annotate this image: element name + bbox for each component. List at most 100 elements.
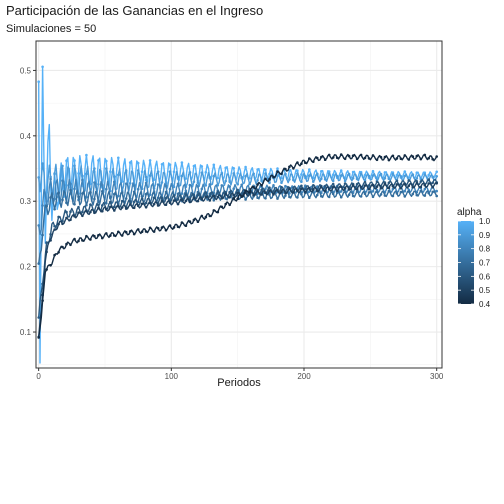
series-point <box>327 170 331 173</box>
series-point <box>284 172 287 176</box>
series-point <box>236 172 239 175</box>
series-point <box>81 178 84 182</box>
series-point <box>61 222 64 226</box>
series-point <box>331 179 335 183</box>
series-point <box>343 190 347 194</box>
series-point <box>339 185 343 188</box>
series-point <box>113 205 116 209</box>
series-point <box>240 175 243 179</box>
y-tick-label: 0.3 <box>20 197 32 206</box>
series-point <box>224 192 227 196</box>
series-point <box>395 183 399 186</box>
series-point <box>53 207 56 211</box>
series-point <box>188 200 192 204</box>
series-point <box>355 157 359 161</box>
series-point <box>343 157 347 161</box>
legend-tick-label: 0.4 <box>479 300 491 309</box>
series-point <box>236 197 239 200</box>
series-point <box>347 193 351 196</box>
series-point <box>347 154 351 158</box>
series-point <box>204 195 208 199</box>
series-point <box>180 221 184 224</box>
series-point <box>192 218 196 222</box>
series-point <box>415 193 419 197</box>
series-point <box>148 193 152 196</box>
series-point <box>351 154 355 157</box>
series-point <box>351 184 355 187</box>
series-point <box>109 205 112 209</box>
series-point <box>308 196 311 199</box>
series-point <box>288 187 291 191</box>
series-point <box>359 186 363 189</box>
series-point <box>236 188 239 192</box>
series-point <box>355 190 359 193</box>
series-point <box>136 187 140 191</box>
series-point <box>383 194 387 197</box>
series-point <box>196 185 200 188</box>
series-point <box>148 174 152 177</box>
series-point <box>383 171 387 174</box>
series-point <box>399 186 403 190</box>
series-point <box>208 183 212 186</box>
series-point <box>204 191 208 194</box>
series-point <box>124 169 128 172</box>
series-point <box>180 174 184 178</box>
series-point <box>105 159 108 163</box>
series-point <box>343 186 347 190</box>
series-point <box>260 179 263 183</box>
series-point <box>300 187 303 190</box>
series-point <box>323 178 327 181</box>
series-point <box>200 187 204 191</box>
series-point <box>204 184 208 187</box>
series-point <box>200 214 204 218</box>
series-point <box>61 245 64 249</box>
series-point <box>216 176 220 180</box>
series-point <box>363 156 367 160</box>
series-point <box>196 199 200 203</box>
series-point <box>264 191 267 194</box>
series-point <box>308 157 311 160</box>
series-point <box>327 187 331 191</box>
series-point <box>101 209 104 213</box>
series-point <box>371 190 375 193</box>
series-point <box>85 234 88 238</box>
series-point <box>403 182 407 186</box>
series-point <box>93 211 96 215</box>
series-point <box>57 222 60 226</box>
series-point <box>228 203 231 207</box>
series-point <box>117 230 120 234</box>
series-point <box>327 153 331 157</box>
series-point <box>320 185 323 189</box>
series-point <box>343 182 347 185</box>
series-point <box>435 194 439 198</box>
series-point <box>264 197 267 200</box>
series-point <box>268 172 271 176</box>
series-point <box>49 175 52 179</box>
series-point <box>85 209 88 213</box>
legend-ticks: 1.0 0.9 0.8 0.7 0.6 0.5 0.4 <box>458 217 491 309</box>
series-point <box>208 214 212 218</box>
series-point <box>300 193 303 196</box>
series-point <box>97 159 100 162</box>
series-point <box>152 230 156 233</box>
series-point <box>435 189 439 193</box>
series-point <box>69 218 72 222</box>
series-point <box>156 204 160 207</box>
series-point <box>41 299 44 302</box>
series-point <box>296 172 299 175</box>
series-point <box>316 172 319 176</box>
series-point <box>407 158 411 161</box>
series-point <box>124 182 128 185</box>
series-point <box>176 198 180 201</box>
series-point <box>188 171 192 175</box>
series-point <box>97 204 100 207</box>
series-point <box>204 215 208 219</box>
series-point <box>256 196 259 199</box>
series-point <box>288 195 291 199</box>
series-point <box>252 185 255 189</box>
series-point <box>419 180 423 183</box>
chart-subtitle: Simulaciones = 50 <box>6 23 96 35</box>
series-point <box>117 156 120 160</box>
series-point <box>37 176 40 179</box>
